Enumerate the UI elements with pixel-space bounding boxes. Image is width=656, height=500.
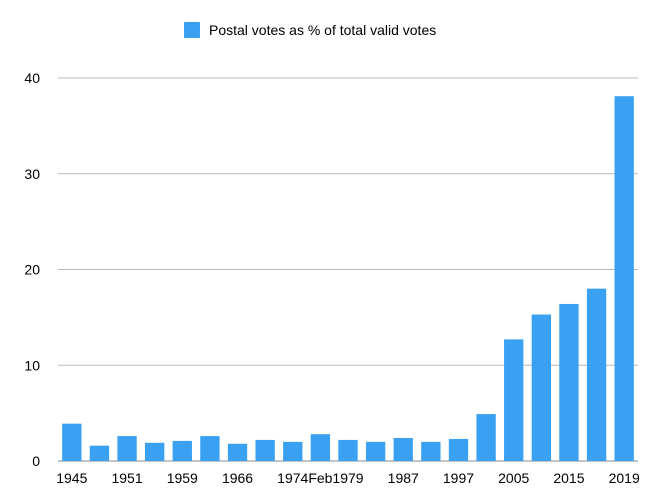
legend: Postal votes as % of total valid votes — [184, 22, 436, 38]
bar-1951 — [117, 436, 137, 461]
bar-1979 — [338, 439, 358, 461]
x-tick-label: 1945 — [56, 470, 87, 486]
bar-1992 — [421, 441, 441, 461]
bar-1964 — [200, 436, 220, 461]
bar-2010 — [531, 314, 551, 461]
x-tick-label: 1987 — [388, 470, 419, 486]
bar-1997 — [448, 438, 469, 461]
x-tick-label: Feb — [308, 470, 332, 486]
bar-1983 — [365, 441, 386, 461]
y-tick-label: 30 — [24, 166, 40, 182]
bar-1974 — [283, 441, 303, 461]
bar-1959 — [172, 440, 192, 461]
bar-feb — [310, 434, 331, 461]
bars — [62, 96, 634, 461]
x-axis-labels: 1945 1951 1959 1966 1974 Feb 1979 1987 1997 2005 2… — [56, 470, 640, 486]
y-tick-label: 0 — [32, 453, 40, 469]
bar-2017 — [586, 288, 607, 461]
bar-2019 — [614, 96, 634, 461]
y-tick-label: 40 — [24, 70, 40, 86]
y-axis-labels: 0 10 20 30 40 — [24, 70, 40, 469]
legend-label: Postal votes as % of total valid votes — [209, 22, 436, 38]
bar-2015 — [559, 303, 579, 461]
x-tick-label: 2015 — [553, 470, 584, 486]
bar-1945 — [62, 423, 82, 461]
bar-2005 — [504, 339, 524, 461]
bar-2001 — [476, 414, 496, 461]
x-tick-label: 2019 — [609, 470, 640, 486]
x-tick-label: 1974 — [277, 470, 308, 486]
bar-1970 — [255, 439, 275, 461]
x-tick-label: 1997 — [443, 470, 474, 486]
bar-1950 — [89, 445, 110, 461]
x-tick-label: 1959 — [167, 470, 198, 486]
bar-1955 — [145, 442, 165, 461]
legend-swatch — [184, 22, 200, 38]
x-tick-label: 1979 — [332, 470, 363, 486]
y-tick-label: 10 — [24, 357, 40, 373]
x-tick-label: 1951 — [111, 470, 142, 486]
y-tick-label: 20 — [24, 262, 40, 278]
x-tick-label: 1966 — [222, 470, 253, 486]
x-tick-label: 2005 — [498, 470, 529, 486]
bar-1987 — [393, 438, 413, 461]
bar-1966 — [227, 443, 248, 461]
